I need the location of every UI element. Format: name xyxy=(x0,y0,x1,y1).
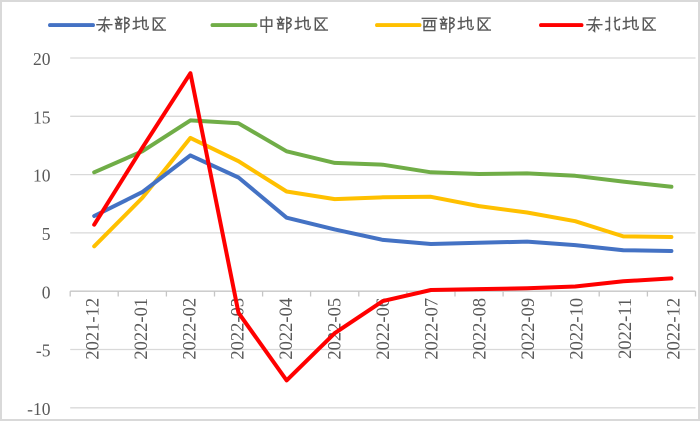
svg-text:2022-01: 2022-01 xyxy=(132,298,152,360)
svg-text:-10: -10 xyxy=(27,399,51,419)
svg-text:2022-04: 2022-04 xyxy=(277,298,297,360)
svg-text:2022-10: 2022-10 xyxy=(568,298,588,360)
svg-text:2021-12: 2021-12 xyxy=(84,298,104,360)
svg-text:0: 0 xyxy=(42,282,51,302)
svg-text:2022-08: 2022-08 xyxy=(471,298,491,360)
svg-text:2022-07: 2022-07 xyxy=(422,298,442,360)
svg-text:2022-03: 2022-03 xyxy=(229,298,249,360)
svg-text:-5: -5 xyxy=(36,341,51,361)
svg-text:10: 10 xyxy=(33,166,51,186)
svg-text:2022-06: 2022-06 xyxy=(374,298,394,360)
svg-text:15: 15 xyxy=(33,107,51,127)
svg-text:2022-05: 2022-05 xyxy=(326,298,346,360)
svg-text:5: 5 xyxy=(42,224,51,244)
svg-text:20: 20 xyxy=(33,49,51,69)
svg-text:2022-11: 2022-11 xyxy=(616,298,636,359)
svg-text:2022-12: 2022-12 xyxy=(664,298,684,360)
svg-text:2022-09: 2022-09 xyxy=(519,298,539,360)
svg-text:2022-02: 2022-02 xyxy=(180,298,200,360)
